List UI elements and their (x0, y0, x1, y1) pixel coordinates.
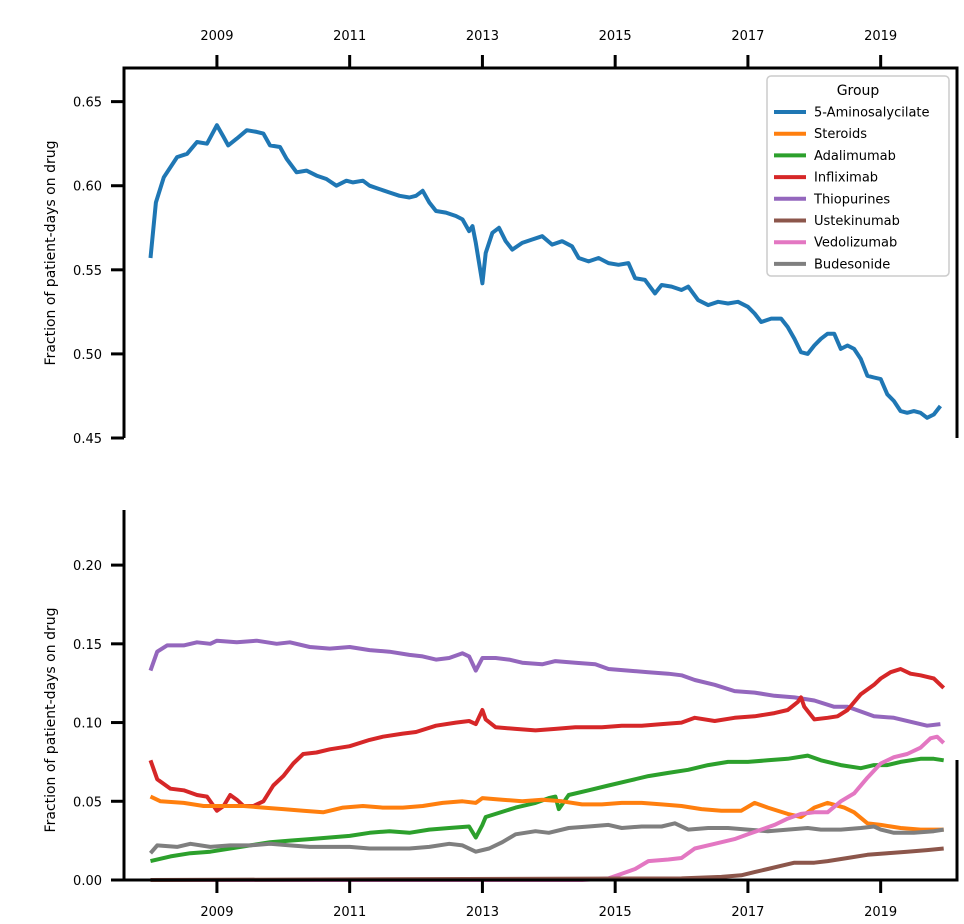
y-tick-label: 0.05 (73, 795, 102, 810)
series-line-vedolizumab (150, 734, 946, 882)
series-line-budesonide (148, 821, 945, 855)
y-tick-label: 0.55 (73, 264, 102, 279)
x-tick-label: 2015 (599, 29, 632, 44)
top-x-ticks: 2009 2011 2013 2015 2017 2019 (200, 29, 897, 68)
x-tick-label: 2013 (466, 905, 499, 920)
y-tick-label: 0.00 (73, 874, 102, 889)
series-line-adalimumab (150, 753, 944, 864)
top-y-axis-label: Fraction of patient-days on drug (43, 141, 59, 366)
x-tick-label: 2019 (864, 905, 897, 920)
top-chart-panel: 2009 2011 2013 2015 2017 2019 0.45 0.50 0.55 0.6… (43, 29, 959, 447)
y-tick-label: 0.65 (73, 96, 102, 111)
bottom-y-axis-label: Fraction of patient-days on drug (43, 608, 59, 833)
legend-label: Steroids (814, 127, 867, 142)
y-tick-label: 0.20 (73, 559, 102, 574)
legend-label: Infliximab (814, 171, 878, 186)
x-tick-label: 2017 (731, 29, 764, 44)
legend-frame (766, 75, 950, 277)
x-tick-label: 2015 (599, 905, 632, 920)
x-tick-label: 2017 (731, 905, 764, 920)
y-tick-label: 0.15 (73, 638, 102, 653)
legend-label: 5-Aminosalycilate (814, 106, 930, 121)
y-tick-label: 0.60 (73, 180, 102, 195)
bottom-x-ticks: 2009 2011 2013 2015 2017 2019 (200, 880, 897, 920)
bottom-chart-panel: 2009 2011 2013 2015 2017 2019 0.00 0.05 0.10 0.1… (43, 510, 959, 920)
x-tick-label: 2011 (333, 29, 366, 44)
legend-title: Group (837, 83, 880, 99)
series-line-steroids (149, 794, 944, 832)
x-tick-label: 2009 (200, 905, 233, 920)
legend: Group 5-Aminosalycilate Steroids Adalimuma… (766, 75, 950, 277)
x-tick-label: 2019 (864, 29, 897, 44)
bottom-y-ticks: 0.00 0.05 0.10 0.15 0.20 (73, 559, 124, 889)
legend-entries: 5-Aminosalycilate Steroids Adalimumab Infli… (774, 106, 930, 272)
y-tick-label: 0.50 (73, 348, 102, 363)
series-line-ustekinumab (150, 846, 944, 882)
top-series-layer (148, 123, 942, 420)
series-line-5-aminosalycilate (148, 123, 942, 420)
x-tick-label: 2013 (466, 29, 499, 44)
x-tick-label: 2009 (200, 29, 233, 44)
series-line-thiopurines (148, 638, 941, 728)
legend-label: Adalimumab (814, 149, 896, 164)
y-tick-label: 0.45 (73, 432, 102, 447)
top-y-ticks: 0.45 0.50 0.55 0.60 0.65 (73, 96, 124, 447)
top-axes (122, 66, 959, 438)
y-tick-label: 0.10 (73, 717, 102, 732)
legend-label: Vedolizumab (814, 236, 897, 251)
bottom-series-layer (148, 638, 946, 882)
x-tick-label: 2011 (333, 905, 366, 920)
legend-label: Thiopurines (813, 192, 890, 207)
legend-label: Budesonide (814, 257, 890, 272)
bottom-axes (122, 510, 959, 882)
legend-label: Ustekinumab (814, 214, 900, 229)
